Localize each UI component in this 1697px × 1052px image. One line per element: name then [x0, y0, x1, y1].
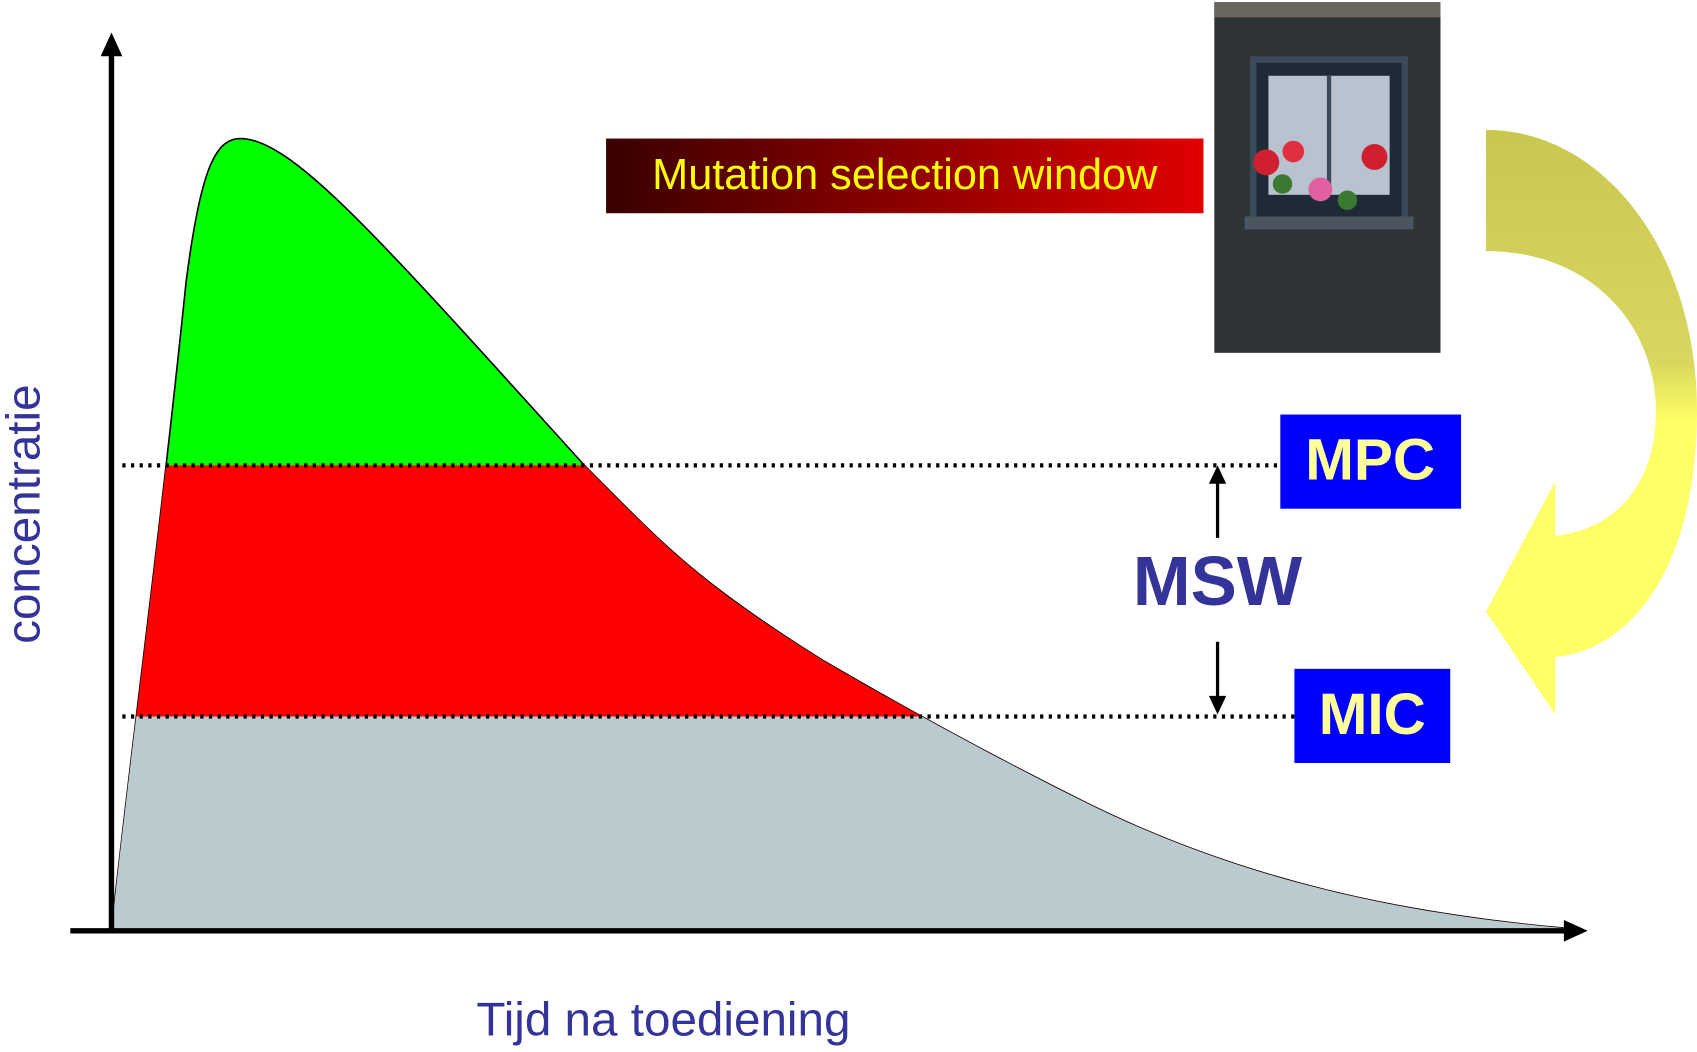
x-arrow — [1563, 919, 1588, 942]
y-axis-label: concentratie — [0, 384, 51, 643]
window-label: Mutation selection window — [652, 151, 1158, 199]
msw-arrowhead-down — [1208, 695, 1227, 715]
cycle-arrow — [1485, 129, 1697, 715]
msw-label: MSW — [1133, 542, 1303, 620]
mic-box — [1294, 668, 1451, 764]
mpc-box — [1280, 414, 1462, 509]
msw-arrowhead-up — [1208, 465, 1227, 484]
window-box — [606, 138, 1204, 214]
y-arrow — [100, 32, 123, 57]
mpc-label: MPC — [1305, 428, 1435, 493]
x-axis-label: Tijd na toediening — [476, 993, 850, 1046]
mic-label: MIC — [1319, 682, 1426, 747]
photo — [1214, 2, 1441, 353]
